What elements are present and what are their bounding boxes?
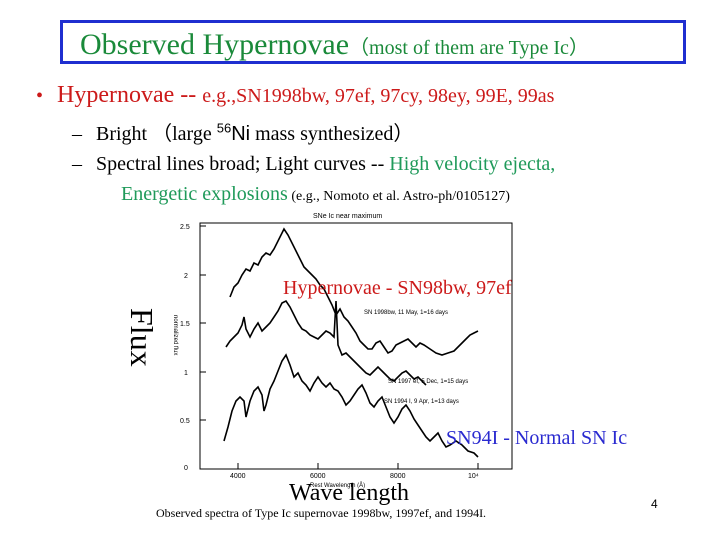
ni-mass-number: 56 (216, 120, 232, 136)
flux-axis-label: Flux (124, 308, 160, 367)
sub2-green-2: Energetic explosions (121, 183, 288, 205)
title-box: Observed Hypernovae（most of them are Typ… (60, 20, 686, 64)
y-tick-2-5: 2.5 (180, 224, 190, 231)
label-sn1998bw: SN 1998bw, 11 May, 1=16 days (364, 310, 448, 316)
spectra-plot: SNe Ic near maximum 2.5 2 1.5 1 0.5 0 40… (172, 213, 513, 489)
ni-symbol: Ni (231, 123, 251, 145)
normal-sn-annotation: SN94I - Normal SN Ic (446, 427, 628, 449)
figure-top-title: SNe Ic near maximum (313, 213, 382, 220)
sub-bullet-bright: – Bright （large 56Ni mass synthesized） (72, 117, 413, 146)
sub-bullet-spectral-line2: Energetic explosions (e.g., Nomoto et al… (121, 183, 510, 206)
x-tick-10e4: 10⁴ (468, 473, 479, 480)
bullet-hypernovae: • Hypernovae -- e.g.,SN1998bw, 97ef, 97cy… (36, 82, 554, 109)
y-tick-0: 0 (184, 465, 188, 472)
x-tick-8000: 8000 (390, 473, 406, 480)
bullet-main-text: Hypernovae -- (57, 82, 203, 108)
plot-frame (199, 222, 513, 470)
wavelength-axis-label: Wave length (289, 480, 410, 506)
slide-title: Observed Hypernovae（most of them are Typ… (80, 28, 589, 62)
title-text: Observed Hypernovae (80, 28, 350, 61)
spectrum-sn1998bw (229, 227, 479, 356)
sub-bullet-spectral: – Spectral lines broad; Light curves -- H… (72, 153, 555, 176)
hypernovae-annotation: Hypernovae - SN98bw, 97ef (283, 277, 512, 299)
y-axis-small-label: normalized flux (172, 315, 178, 355)
y-tick-1: 1 (184, 370, 188, 377)
sub1-text-b: mass synthesized） (250, 123, 414, 145)
sub1-text-a: Bright （large (96, 123, 217, 145)
y-ticks: 2.5 2 1.5 1 0.5 0 (180, 224, 190, 472)
dash-icon: – (72, 153, 82, 175)
sub2-green-1: High velocity ejecta, (389, 153, 556, 175)
spectrum-sn1997ef (225, 299, 427, 386)
sub2-text: Spectral lines broad; Light curves -- (96, 153, 390, 175)
spectra-figure: SNe Ic near maximum 2.5 2 1.5 1 0.5 0 40… (120, 205, 640, 525)
x-axis-small-label: Rest Wavelength (Å) (310, 482, 365, 489)
title-subtitle: （most of them are Type Ic） (349, 37, 589, 59)
spectrum-sn1994i (223, 353, 479, 458)
bullet-dot-icon: • (36, 85, 44, 107)
y-tick-2: 2 (184, 273, 188, 280)
y-tick-1-5: 1.5 (180, 321, 190, 328)
x-ticks: 4000 6000 8000 10⁴ (230, 473, 479, 480)
figure-caption: Observed spectra of Type Ic supernovae 1… (156, 506, 487, 520)
label-sn1997ef: SN 1997 ef, 5 Dec, 1=15 days (388, 379, 468, 385)
x-tick-4000: 4000 (230, 473, 246, 480)
sub2-reference: (e.g., Nomoto et al. Astro-ph/0105127) (287, 189, 510, 204)
bullet-examples: e.g.,SN1998bw, 97ef, 97cy, 98ey, 99E, 99… (202, 85, 555, 107)
x-tick-6000: 6000 (310, 473, 326, 480)
y-tick-0-5: 0.5 (180, 418, 190, 425)
dash-icon: – (72, 123, 82, 145)
page-number: 4 (651, 497, 658, 511)
label-sn1994i: SN 1994 I, 9 Apr, 1=13 days (384, 399, 459, 405)
